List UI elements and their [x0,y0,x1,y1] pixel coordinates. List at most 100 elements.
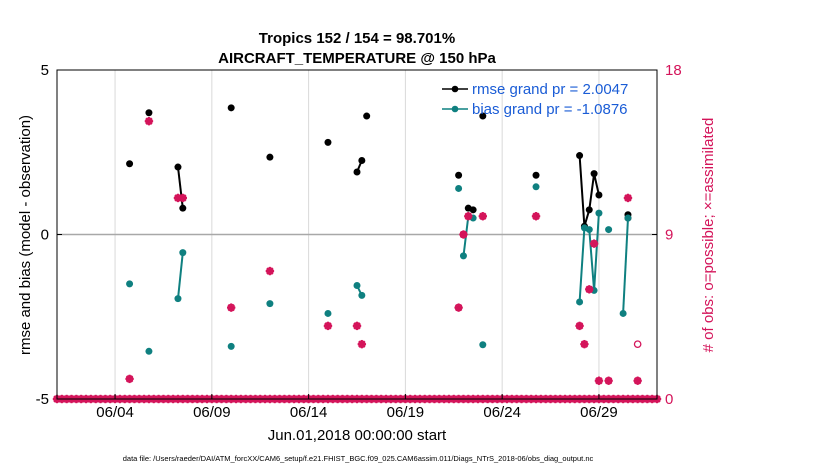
rmse-point [227,104,235,112]
x-tick-label: 06/09 [193,404,231,421]
bias-point [353,281,361,289]
bias-line [177,252,184,299]
obs-assimilated-marker [459,230,468,239]
rmse-point [358,156,366,164]
bias-point [619,309,627,317]
obs-assimilated-marker [265,266,275,276]
rmse-point [174,163,182,171]
bias-point [179,249,187,257]
y2-tick-label: 0 [665,391,673,408]
obs-assimilated-marker [623,193,633,203]
obs-assimilated-marker [352,321,362,331]
bias-point [266,300,274,308]
obs-assimilated-stroke [324,322,332,330]
bias-line [622,217,629,314]
x-tick-label: 06/29 [580,404,618,421]
obs-assimilated-marker [585,285,594,294]
obs-assimilated-marker [357,339,367,349]
chart-subtitle: AIRCRAFT_TEMPERATURE @ 150 hPa [218,50,496,67]
obs-possible-marker [633,340,642,349]
rmse-point [469,206,477,214]
obs-assimilated-marker [633,376,642,385]
obs-assimilated-marker [594,376,604,385]
obs-assimilated-marker [478,212,488,221]
obs-assimilated-stroke [227,303,235,312]
rmse-point [145,109,153,117]
rmse-point [324,138,332,146]
rmse-point [590,170,598,178]
rmse-point [266,153,274,161]
obs-assimilated-stroke [125,375,134,383]
obs-assimilated-marker [580,339,589,349]
legend: rmse grand pr = 2.0047 bias grand pr = -… [442,81,628,118]
rmse-point [179,204,187,212]
obs-assimilated-stroke [633,377,642,385]
y2-axis-label: # of obs: o=possible; ×=assimilated [700,118,717,353]
bias-point [624,214,632,222]
obs-assimilated-stroke [266,267,274,275]
bias-point [576,298,584,306]
rmse-point [363,112,371,120]
obs-assimilated-stroke [604,377,613,385]
rmse-point [455,171,463,179]
rmse-point [353,168,361,176]
obs-assimilated-stroke [479,212,487,220]
legend-rmse-label: rmse grand pr = 2.0047 [472,81,628,98]
rmse-point [576,152,584,160]
bias-point [358,291,366,299]
bias-point [595,209,603,217]
x-tick-label: 06/04 [96,404,134,421]
bias-point [585,226,593,234]
obs-assimilated-stroke [590,239,598,248]
chart-title: Tropics 152 / 154 = 98.701% [259,30,455,47]
obs-assimilated-marker [125,374,134,384]
obs-assimilated-marker [604,376,613,385]
x-tick-label: 06/24 [483,404,521,421]
rmse-point [595,191,603,199]
y-tick-label: 0 [41,227,49,244]
rmse-line [578,155,600,227]
legend-rmse-marker [451,85,459,93]
x-axis-label: Jun.01,2018 00:00:00 start [268,427,447,444]
bias-point [145,347,153,355]
obs-assimilated-stroke [145,117,153,125]
obs-assimilated-stroke [358,340,366,348]
bias-point [455,184,463,192]
x-tick-label: 06/14 [290,404,328,421]
bias-point [532,183,540,191]
bias-point [227,342,235,350]
rmse-point [532,171,540,179]
rmse-point [585,206,593,214]
obs-assimilated-marker [464,212,473,221]
obs-assimilated-marker [575,321,584,331]
obs-assimilated-stroke [464,212,472,220]
rmse-point [479,112,487,120]
obs-assimilated-stroke [580,340,589,348]
obs-assimilated-stroke [459,230,468,239]
obs-assimilated-stroke [353,322,361,330]
bias-point [459,252,467,260]
rmse-point [126,160,134,168]
y2-tick-label: 18 [665,62,682,79]
obs-assimilated-marker [178,193,188,203]
y-axis-label: rmse and bias (model - observation) [17,115,34,355]
obs-assimilated-marker [589,239,599,248]
data-file-footnote: data file: /Users/raeder/DAI/ATM_forcXX/… [123,454,594,463]
x-tick-label: 06/19 [387,404,425,421]
y-tick-label: 5 [41,62,49,79]
obs-count-layer [52,116,662,404]
obs-assimilated-stroke [624,194,632,202]
series-layer [126,104,632,355]
obs-assimilated-marker [531,212,541,221]
y-tick-label: -5 [36,391,49,408]
bias-point [605,226,613,234]
obs-assimilated-stroke [179,194,187,202]
obs-assimilated-marker [454,303,463,312]
y2-tick-label: 9 [665,227,673,244]
legend-bias-label: bias grand pr = -1.0876 [472,101,628,118]
bias-point [479,341,487,349]
obs-assimilated-stroke [575,322,584,330]
legend-bias-marker [451,105,459,113]
obs-assimilated-stroke [454,303,463,312]
